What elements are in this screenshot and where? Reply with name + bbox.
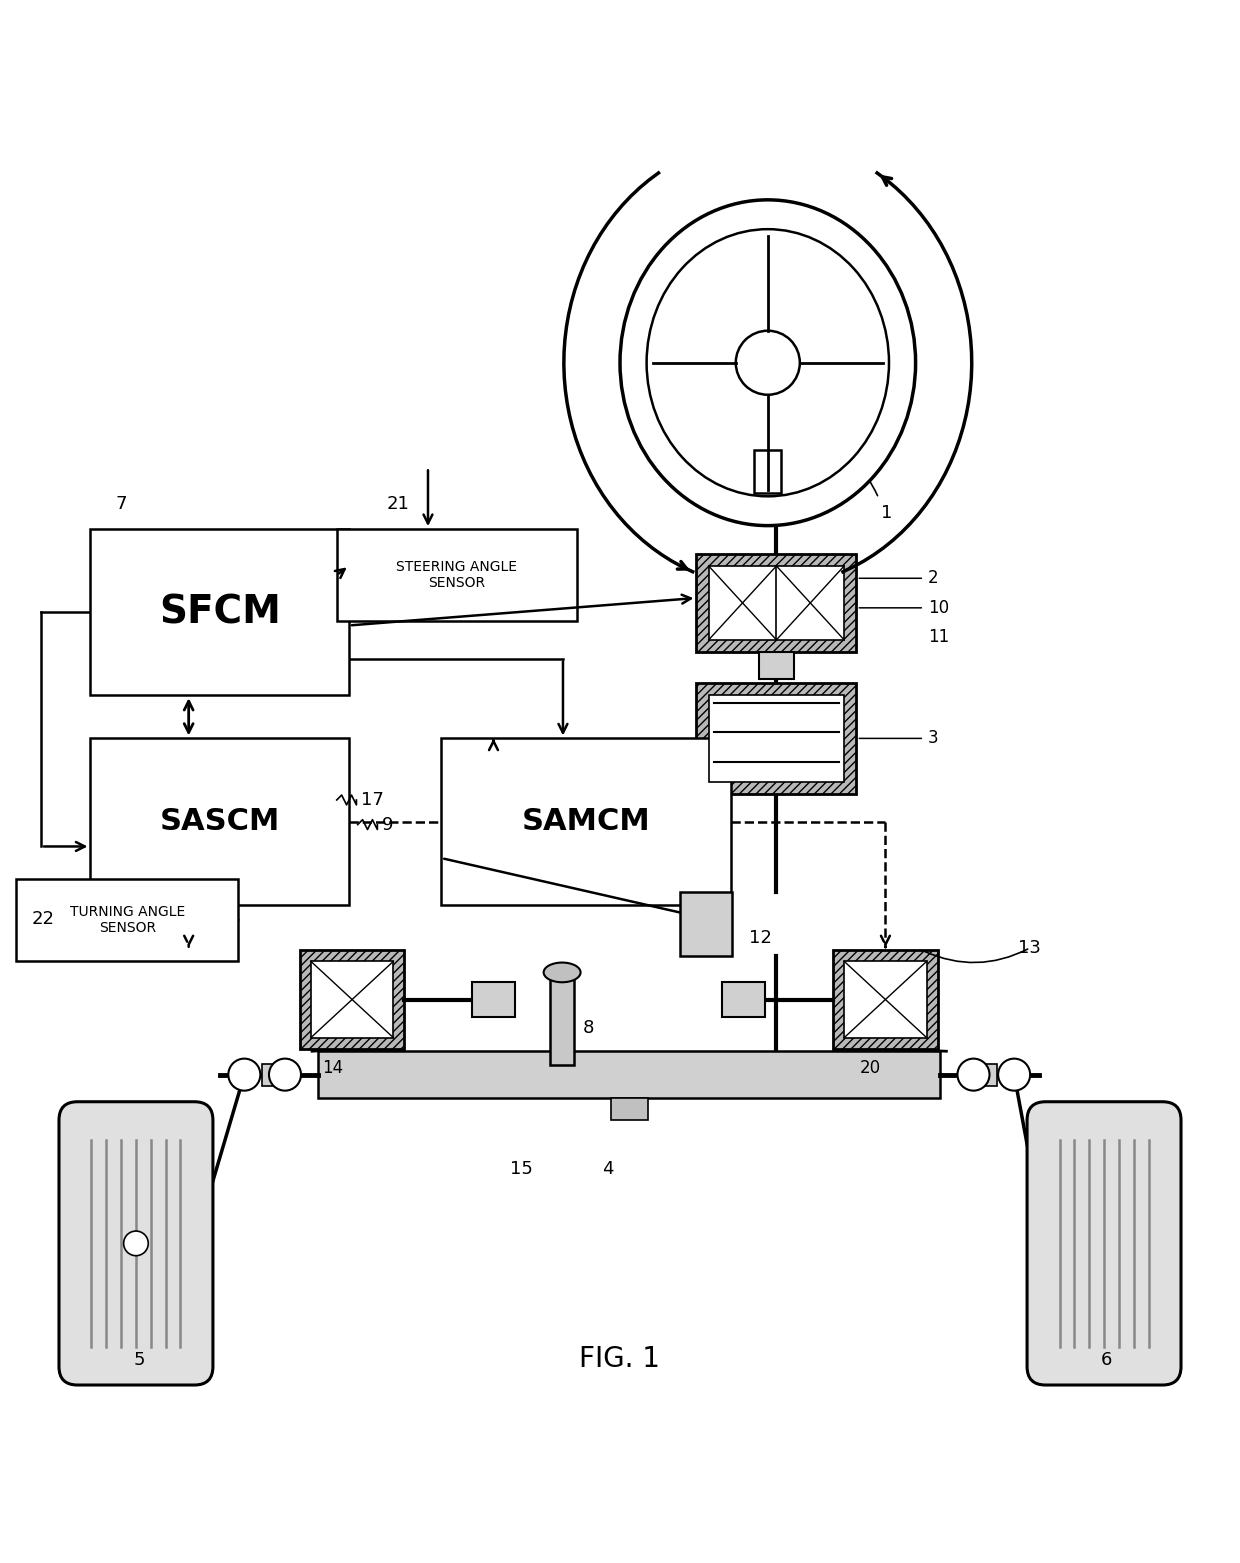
Bar	[697, 683, 857, 794]
Circle shape	[735, 331, 800, 395]
Bar	[91, 528, 348, 696]
Bar	[709, 696, 844, 782]
Bar	[681, 892, 732, 957]
Circle shape	[124, 1232, 149, 1255]
Text: 6: 6	[1101, 1350, 1112, 1369]
Text: 15: 15	[510, 1160, 533, 1177]
Text: 1: 1	[882, 505, 893, 522]
Text: 21: 21	[387, 495, 409, 513]
Bar	[319, 1052, 940, 1099]
Ellipse shape	[543, 963, 580, 982]
Text: 10: 10	[928, 599, 949, 617]
Bar	[833, 950, 937, 1049]
Bar	[754, 450, 781, 494]
Text: 3: 3	[928, 730, 939, 747]
Text: SAMCM: SAMCM	[522, 807, 651, 836]
Circle shape	[228, 1058, 260, 1091]
Bar	[722, 982, 765, 1018]
Text: 17: 17	[361, 791, 384, 810]
Text: 8: 8	[583, 1019, 594, 1036]
Ellipse shape	[646, 230, 889, 497]
Circle shape	[957, 1058, 990, 1091]
Bar	[441, 738, 730, 905]
Circle shape	[998, 1058, 1030, 1091]
Bar	[759, 652, 794, 680]
Text: 9: 9	[382, 816, 394, 833]
Bar	[337, 528, 577, 622]
Text: 12: 12	[749, 928, 773, 947]
Text: 14: 14	[322, 1058, 343, 1077]
Text: 2: 2	[928, 569, 939, 588]
Bar	[262, 1063, 279, 1086]
Text: 5: 5	[134, 1350, 145, 1369]
Bar	[472, 982, 516, 1018]
Text: 11: 11	[928, 628, 949, 647]
Text: 4: 4	[601, 1160, 614, 1177]
Text: 20: 20	[859, 1058, 880, 1077]
Text: SASCM: SASCM	[160, 807, 280, 836]
Bar	[91, 738, 348, 905]
Ellipse shape	[620, 200, 915, 525]
Bar	[16, 878, 238, 961]
Bar	[311, 961, 393, 1038]
Bar	[709, 566, 844, 639]
Text: SFCM: SFCM	[159, 592, 280, 631]
Bar	[844, 961, 926, 1038]
Bar	[611, 1099, 647, 1121]
FancyBboxPatch shape	[1027, 1102, 1180, 1385]
Text: 7: 7	[115, 495, 126, 513]
Bar	[697, 553, 857, 652]
Text: STEERING ANGLE
SENSOR: STEERING ANGLE SENSOR	[397, 560, 517, 591]
Text: 13: 13	[1018, 939, 1040, 957]
Circle shape	[269, 1058, 301, 1091]
Text: FIG. 1: FIG. 1	[579, 1344, 661, 1372]
FancyBboxPatch shape	[60, 1102, 213, 1385]
Bar	[300, 950, 404, 1049]
Text: TURNING ANGLE
SENSOR: TURNING ANGLE SENSOR	[69, 905, 185, 935]
Text: 22: 22	[31, 910, 55, 928]
Bar	[549, 972, 574, 1064]
Bar	[980, 1063, 997, 1086]
